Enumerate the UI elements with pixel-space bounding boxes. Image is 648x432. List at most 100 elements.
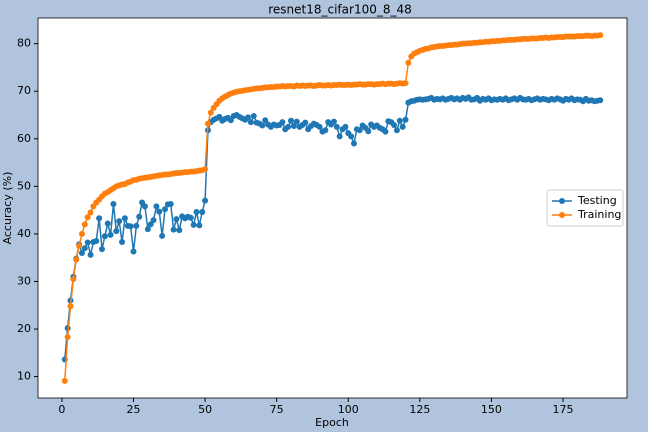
point — [356, 127, 363, 134]
y-tick-label: 30 — [17, 274, 31, 287]
point — [64, 334, 71, 341]
point — [161, 206, 168, 213]
plot-area — [37, 17, 628, 399]
y-axis-label: Accuracy (%) — [1, 172, 14, 245]
point — [170, 226, 177, 233]
point — [101, 233, 108, 240]
point — [204, 120, 211, 127]
point — [290, 122, 297, 129]
point — [382, 128, 389, 135]
point — [202, 166, 209, 173]
point — [78, 230, 85, 237]
x-tick-label: 175 — [553, 403, 574, 416]
point — [104, 220, 111, 227]
x-axis-label: Epoch — [315, 416, 349, 429]
point — [247, 119, 254, 126]
point — [96, 215, 103, 222]
chart-title: resnet18_cifar100_8_48 — [268, 3, 412, 17]
point — [87, 209, 94, 216]
point — [190, 221, 197, 228]
point — [199, 209, 206, 216]
point — [396, 117, 403, 124]
point — [144, 226, 151, 233]
point — [127, 223, 134, 230]
point — [597, 32, 604, 39]
point — [84, 214, 91, 221]
point — [227, 117, 234, 124]
point — [76, 242, 83, 249]
point — [399, 123, 406, 130]
point — [176, 227, 183, 234]
point — [597, 97, 604, 104]
point — [402, 116, 409, 123]
y-tick-label: 70 — [17, 84, 31, 97]
point — [67, 303, 74, 310]
point — [119, 239, 126, 246]
point — [187, 214, 194, 221]
point — [121, 215, 128, 222]
point — [365, 128, 372, 135]
legend-label: Training — [577, 208, 621, 221]
point — [87, 251, 94, 258]
x-tick-label: 125 — [409, 403, 430, 416]
y-tick-label: 20 — [17, 322, 31, 335]
x-tick-label: 0 — [58, 403, 65, 416]
point — [110, 200, 117, 207]
point — [279, 119, 286, 126]
y-tick-label: 10 — [17, 370, 31, 383]
legend-marker — [559, 212, 565, 218]
point — [202, 197, 209, 204]
legend-label: Testing — [577, 194, 617, 207]
point — [116, 218, 123, 225]
point — [150, 217, 157, 224]
point — [193, 209, 200, 216]
x-tick-label: 100 — [338, 403, 359, 416]
point — [316, 123, 323, 130]
point — [133, 222, 140, 229]
x-tick-label: 75 — [270, 403, 284, 416]
point — [61, 377, 68, 384]
y-tick-label: 50 — [17, 179, 31, 192]
point — [84, 239, 91, 246]
point — [293, 118, 300, 125]
point — [130, 248, 137, 255]
y-tick-label: 40 — [17, 227, 31, 240]
point — [250, 112, 257, 119]
point — [333, 123, 340, 130]
point — [113, 228, 120, 235]
x-tick-label: 150 — [481, 403, 502, 416]
point — [391, 122, 398, 129]
point — [393, 127, 400, 134]
point — [285, 123, 292, 130]
x-tick-label: 25 — [126, 403, 140, 416]
point — [93, 238, 100, 245]
point — [159, 232, 166, 239]
point — [207, 109, 214, 116]
point — [156, 208, 163, 215]
point — [287, 117, 294, 124]
point — [81, 221, 88, 228]
point — [262, 117, 269, 124]
legend-marker — [559, 198, 565, 204]
x-tick-label: 50 — [198, 403, 212, 416]
point — [259, 122, 266, 129]
point — [153, 203, 160, 210]
point — [141, 203, 148, 210]
point — [348, 133, 355, 140]
y-tick-label: 60 — [17, 132, 31, 145]
point — [167, 200, 174, 207]
point — [330, 118, 337, 125]
point — [405, 59, 412, 66]
point — [173, 216, 180, 223]
point — [81, 245, 88, 252]
point — [78, 249, 85, 256]
point — [70, 276, 77, 283]
point — [107, 231, 114, 238]
point — [136, 213, 143, 220]
point — [402, 80, 409, 87]
point — [98, 246, 105, 253]
point — [302, 119, 309, 126]
point — [336, 133, 343, 140]
y-tick-label: 80 — [17, 37, 31, 50]
